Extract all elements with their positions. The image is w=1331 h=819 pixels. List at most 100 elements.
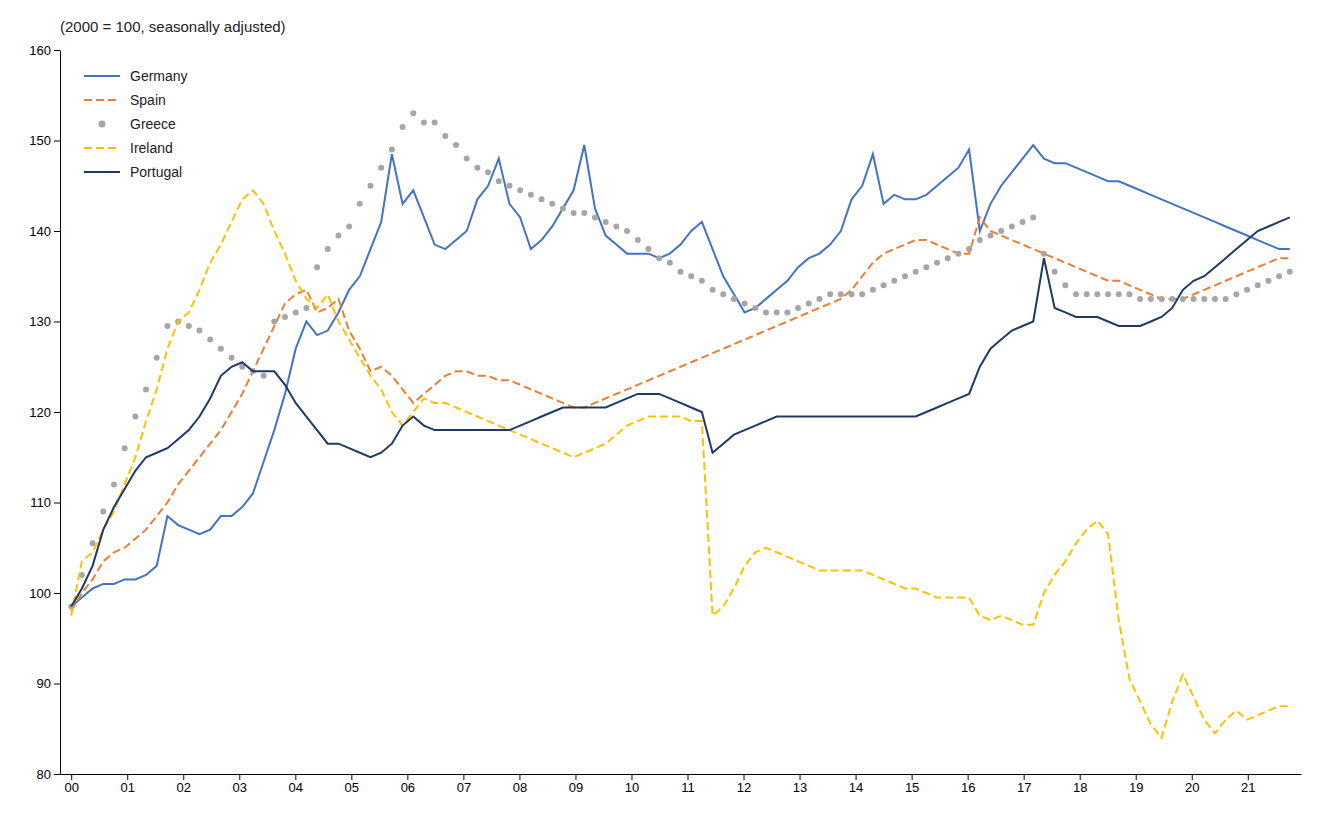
legend-item: Portugal bbox=[84, 164, 182, 180]
series-point bbox=[474, 165, 480, 171]
series-point bbox=[218, 346, 224, 352]
y-tick-mark bbox=[54, 593, 60, 594]
series-point bbox=[293, 309, 299, 315]
x-tick-mark bbox=[631, 774, 632, 780]
x-tick: 00 bbox=[64, 774, 78, 795]
x-tick: 12 bbox=[737, 774, 751, 795]
series-point bbox=[1287, 269, 1293, 275]
series-point bbox=[752, 305, 758, 311]
series-point bbox=[795, 305, 801, 311]
legend-swatch bbox=[84, 171, 120, 173]
y-tick-label: 100 bbox=[29, 586, 51, 601]
series-point bbox=[528, 192, 534, 198]
chart-svg: 0001020304050607080910111213141516171819… bbox=[0, 0, 1331, 819]
legend-swatch bbox=[84, 99, 120, 101]
series-point bbox=[1052, 269, 1058, 275]
y-tick: 120 bbox=[29, 405, 60, 420]
x-tick-mark bbox=[127, 774, 128, 780]
series-point bbox=[1137, 296, 1143, 302]
x-tick: 07 bbox=[457, 774, 471, 795]
series-point bbox=[1169, 296, 1175, 302]
x-tick: 02 bbox=[177, 774, 191, 795]
x-tick: 14 bbox=[849, 774, 863, 795]
x-tick-mark bbox=[239, 774, 240, 780]
y-tick-mark bbox=[54, 322, 60, 323]
x-tick-mark bbox=[1248, 774, 1249, 780]
series-point bbox=[1073, 291, 1079, 297]
legend-swatch bbox=[99, 121, 106, 128]
x-tick-label: 18 bbox=[1073, 780, 1087, 795]
y-tick-label: 110 bbox=[30, 495, 51, 510]
series-point bbox=[229, 355, 235, 361]
y-tick: 110 bbox=[30, 495, 60, 510]
series-point bbox=[1233, 291, 1239, 297]
x-tick: 20 bbox=[1185, 774, 1199, 795]
series-point bbox=[816, 296, 822, 302]
legend-label: Germany bbox=[130, 68, 188, 84]
series-point bbox=[442, 133, 448, 139]
series-point bbox=[699, 278, 705, 284]
series-line bbox=[71, 145, 1290, 607]
series-point bbox=[357, 201, 363, 207]
x-tick-label: 10 bbox=[625, 780, 639, 795]
plot-area bbox=[68, 110, 1293, 737]
series-point bbox=[731, 296, 737, 302]
series-point bbox=[207, 337, 213, 343]
series-point bbox=[720, 291, 726, 297]
series-point bbox=[1148, 296, 1154, 302]
x-tick-label: 17 bbox=[1017, 780, 1031, 795]
series-point bbox=[111, 481, 117, 487]
x-tick-mark bbox=[744, 774, 745, 780]
x-tick: 21 bbox=[1241, 774, 1255, 795]
x-tick: 06 bbox=[401, 774, 415, 795]
x-tick-label: 12 bbox=[737, 780, 751, 795]
x-tick: 18 bbox=[1073, 774, 1087, 795]
series-point bbox=[1062, 282, 1068, 288]
x-tick: 05 bbox=[345, 774, 359, 795]
x-tick-mark bbox=[968, 774, 969, 780]
legend-label: Ireland bbox=[130, 140, 173, 156]
y-tick: 90 bbox=[37, 676, 60, 691]
series-point bbox=[635, 237, 641, 243]
series-point bbox=[838, 291, 844, 297]
series-point bbox=[335, 233, 341, 239]
series-point bbox=[389, 147, 395, 153]
legend-swatch bbox=[84, 75, 120, 77]
y-tick-mark bbox=[54, 50, 60, 51]
series-point bbox=[164, 323, 170, 329]
y-tick-label: 130 bbox=[29, 314, 51, 329]
series-point bbox=[143, 386, 149, 392]
x-tick-label: 07 bbox=[457, 780, 471, 795]
y-axis: 8090100110120130140150160 bbox=[29, 43, 60, 782]
series-point bbox=[122, 445, 128, 451]
legend-label: Portugal bbox=[130, 164, 182, 180]
y-tick: 150 bbox=[29, 133, 60, 148]
series-point bbox=[613, 223, 619, 229]
x-tick: 01 bbox=[120, 774, 134, 795]
x-tick-mark bbox=[351, 774, 352, 780]
series-point bbox=[1041, 251, 1047, 257]
series-point bbox=[1265, 278, 1271, 284]
series-point bbox=[100, 509, 106, 515]
series-point bbox=[913, 269, 919, 275]
series-point bbox=[539, 196, 545, 202]
x-tick-label: 11 bbox=[681, 780, 695, 795]
y-tick: 80 bbox=[37, 767, 60, 782]
series-point bbox=[592, 214, 598, 220]
series-point bbox=[432, 119, 438, 125]
series-point bbox=[314, 264, 320, 270]
x-tick-label: 20 bbox=[1185, 780, 1199, 795]
series-point bbox=[923, 264, 929, 270]
series-point bbox=[678, 269, 684, 275]
series-point bbox=[955, 251, 961, 257]
y-tick-mark bbox=[54, 774, 60, 775]
x-tick-mark bbox=[71, 774, 72, 780]
series-point bbox=[603, 219, 609, 225]
series-line bbox=[71, 217, 1290, 606]
y-tick-mark bbox=[54, 141, 60, 142]
series-point bbox=[1094, 291, 1100, 297]
legend: GermanySpainGreeceIrelandPortugal bbox=[84, 68, 188, 180]
series-point bbox=[506, 183, 512, 189]
x-tick-label: 08 bbox=[513, 780, 527, 795]
x-tick-label: 04 bbox=[289, 780, 303, 795]
